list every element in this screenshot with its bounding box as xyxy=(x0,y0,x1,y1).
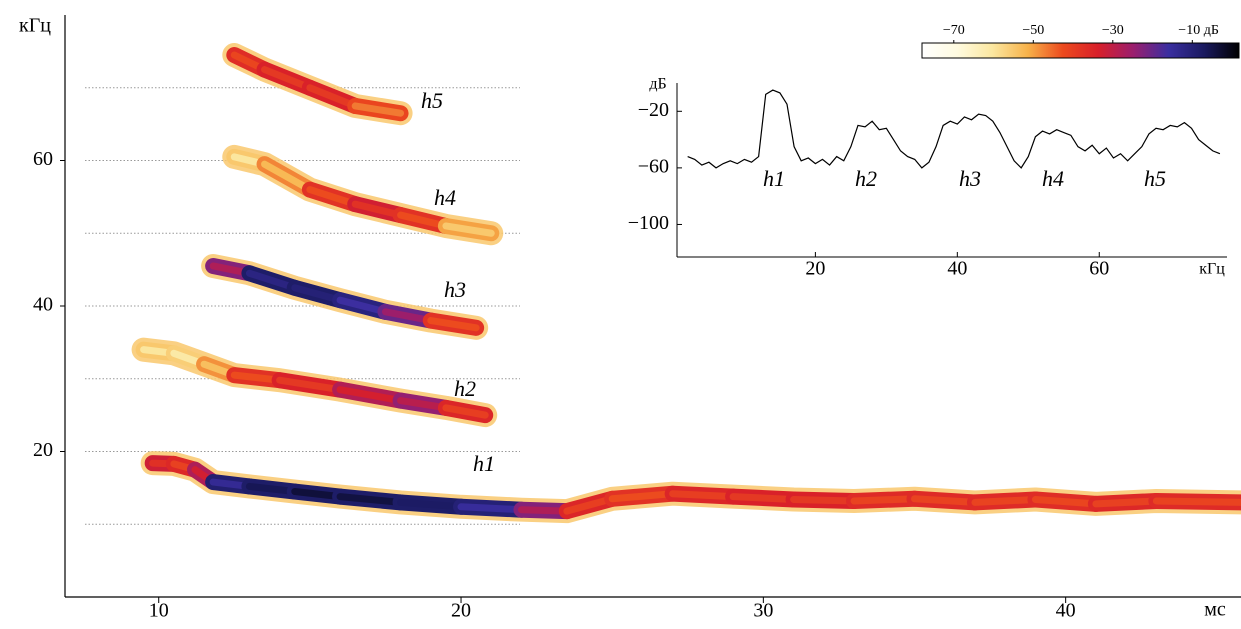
y-axis-label: кГц xyxy=(19,15,51,37)
x-tick-label: 40 xyxy=(1056,600,1076,622)
trace-core xyxy=(971,496,1039,506)
trace-core xyxy=(911,495,979,506)
trace-core xyxy=(427,317,480,332)
colorbar-tick-label: −50 xyxy=(1022,23,1044,38)
trace-core xyxy=(1152,497,1241,506)
inset-y-tick-label: −60 xyxy=(638,155,669,177)
trace-core xyxy=(442,404,489,419)
y-tick-label: 20 xyxy=(33,439,53,461)
inset-x-label: кГц xyxy=(1199,261,1225,278)
trace-core xyxy=(306,84,359,110)
trace-core xyxy=(336,386,405,405)
inset-harmonic-label: h2 xyxy=(855,166,877,191)
trace-core xyxy=(457,503,525,514)
y-tick-label: 60 xyxy=(33,148,53,170)
trace-core xyxy=(790,496,858,505)
inset-harmonic-label: h4 xyxy=(1042,166,1064,191)
trace-core xyxy=(351,102,405,117)
x-tick-label: 10 xyxy=(149,600,169,622)
trace-core xyxy=(850,495,919,505)
trace-core xyxy=(669,490,737,501)
inset-x-tick-label: 40 xyxy=(947,258,967,280)
harmonic-label: h5 xyxy=(421,88,443,113)
trace-core xyxy=(1031,496,1100,508)
inset-y-tick-label: −20 xyxy=(638,99,669,121)
trace-core xyxy=(608,490,677,503)
harmonic-label: h3 xyxy=(444,277,466,302)
trace-core xyxy=(1092,497,1160,508)
inset-x-tick-label: 20 xyxy=(805,258,825,280)
trace-core xyxy=(276,376,344,394)
trace-core xyxy=(336,493,405,506)
trace-core xyxy=(442,222,495,237)
x-tick-label: 20 xyxy=(451,600,471,622)
y-tick-label: 40 xyxy=(33,294,53,316)
trace-core xyxy=(261,160,314,194)
harmonic-label: h2 xyxy=(454,376,476,401)
harmonic-label: h4 xyxy=(434,185,456,210)
colorbar-tick-label: −10 дБ xyxy=(1178,23,1219,38)
colorbar-tick-label: −70 xyxy=(943,23,965,38)
colorbar-tick-label: −30 xyxy=(1102,23,1124,38)
inset-harmonic-label: h5 xyxy=(1144,166,1166,191)
harmonic-label: h1 xyxy=(473,451,495,476)
x-axis-label: мс xyxy=(1204,599,1226,621)
inset-y-tick-label: −100 xyxy=(628,212,669,234)
inset-y-label: дБ xyxy=(649,76,666,93)
trace-core xyxy=(397,498,465,511)
trace-core xyxy=(729,493,798,504)
inset-harmonic-label: h1 xyxy=(763,166,785,191)
trace-core xyxy=(261,66,314,92)
spectrum-line xyxy=(687,89,1221,169)
inset-x-tick-label: 60 xyxy=(1089,258,1109,280)
colorbar xyxy=(921,42,1240,59)
inset-harmonic-label: h3 xyxy=(959,166,981,191)
x-tick-label: 30 xyxy=(753,600,773,622)
